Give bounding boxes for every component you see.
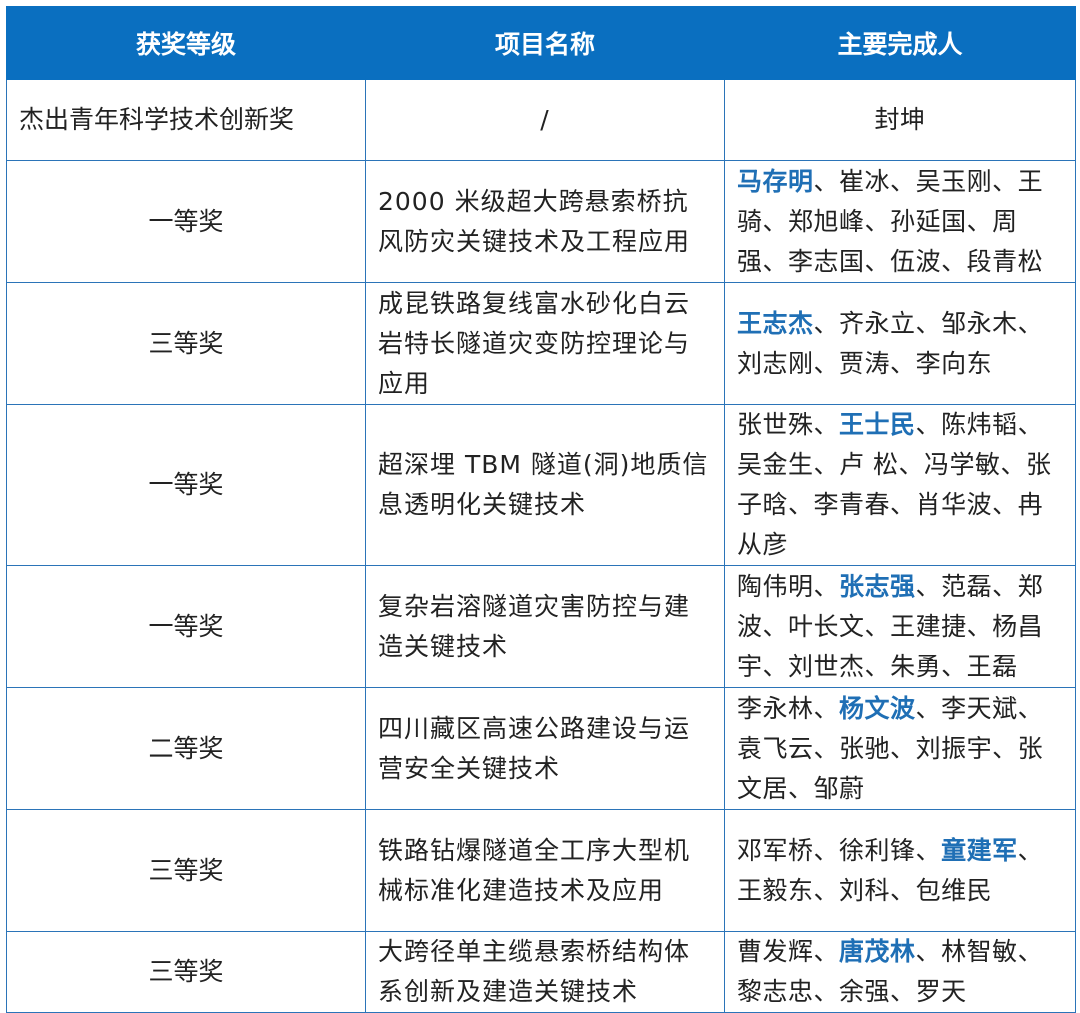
contributor: 封坤	[874, 105, 926, 134]
contributor: 冯学敏	[924, 450, 1001, 479]
contributor: 杨昌宇	[737, 611, 1044, 681]
table-row: 一等奖 复杂岩溶隧道灾害防控与建造关键技术 陶伟明、张志强、范磊、郑波、叶长文、王建…	[6, 565, 1076, 688]
project-name-cell: 四川藏区高速公路建设与运营安全关键技术	[365, 687, 725, 810]
contributor: 李青春	[813, 490, 891, 519]
table-row: 三等奖 成昆铁路复线富水砂化白云岩特长隧道灾变防控理论与应用 王志杰、齐永立、邹永木…	[6, 282, 1076, 405]
header-main-contributors: 主要完成人	[724, 6, 1076, 80]
header-project-name: 项目名称	[365, 6, 725, 80]
contributor: 范磊	[941, 571, 993, 601]
contributor: 郑波	[737, 571, 1044, 641]
table-row: 二等奖 四川藏区高速公路建设与运营安全关键技术 李永林、杨文波、李天斌、袁飞云、张驰…	[6, 687, 1076, 810]
contributor: 冉从彦	[737, 490, 1044, 559]
contributor: 黎志忠	[737, 977, 814, 1006]
award-level-cell: 杰出青年科学技术创新奖	[6, 79, 366, 161]
contributor: 段青松	[966, 246, 1044, 276]
contributor: 王磊	[966, 651, 1018, 681]
project-name-cell: 超深埋 TBM 隧道(洞)地质信息透明化关键技术	[365, 404, 725, 566]
header-row: 获奖等级 项目名称 主要完成人	[6, 6, 1076, 80]
contributor: 包维民	[915, 875, 993, 905]
contributor: 张世殊	[737, 410, 814, 439]
contributor: 曹发辉	[737, 937, 814, 966]
contributor: 贾涛	[839, 348, 891, 378]
award-level-cell: 一等奖	[6, 404, 366, 566]
contributors-cell: 王志杰、齐永立、邹永木、刘志刚、贾涛、李向东	[724, 282, 1076, 405]
award-level-cell: 一等奖	[6, 565, 366, 688]
award-level-cell: 三等奖	[6, 282, 366, 405]
contributors-cell: 陶伟明、张志强、范磊、郑波、叶长文、王建捷、杨昌宇、刘世杰、朱勇、王磊	[724, 565, 1076, 688]
contributor: 张驰	[839, 733, 891, 763]
contributor: 伍波	[890, 246, 942, 276]
contributor: 李天斌	[941, 693, 1018, 723]
contributor: 罗天	[915, 977, 967, 1006]
highlighted-contributor: 杨文波	[839, 693, 916, 723]
contributor: 肖华波	[915, 490, 993, 519]
contributor: 李向东	[915, 348, 993, 378]
contributor: 刘世杰	[788, 651, 865, 681]
table-row: 一等奖 2000 米级超大跨悬索桥抗风防灾关键技术及工程应用 马存明、崔冰、吴玉刚、…	[6, 160, 1076, 283]
contributor: 齐永立	[839, 308, 916, 338]
contributors-cell: 张世殊、王士民、陈炜韬、吴金生、卢 松、冯学敏、张子晗、李青春、肖华波、冉从彦	[724, 404, 1076, 566]
contributor: 陶伟明	[737, 571, 814, 601]
project-name-cell: 复杂岩溶隧道灾害防控与建造关键技术	[365, 565, 725, 688]
project-name-cell: /	[365, 79, 725, 161]
highlighted-contributor: 张志强	[839, 571, 916, 601]
contributor: 卢 松	[839, 450, 899, 479]
contributor: 崔冰	[839, 166, 891, 196]
contributor: 余强	[839, 977, 891, 1006]
award-level-cell: 二等奖	[6, 687, 366, 810]
award-level-cell: 一等奖	[6, 160, 366, 283]
award-level-cell: 三等奖	[6, 809, 366, 932]
contributor: 刘志刚	[737, 348, 814, 378]
contributor: 陈炜韬	[941, 410, 1018, 439]
project-name-cell: 铁路钻爆隧道全工序大型机械标准化建造技术及应用	[365, 809, 725, 932]
project-name-cell: 2000 米级超大跨悬索桥抗风防灾关键技术及工程应用	[365, 160, 725, 283]
contributor: 袁飞云	[737, 733, 814, 763]
contributor: 孙延国	[890, 206, 967, 236]
award-level-cell: 三等奖	[6, 931, 366, 1013]
contributor: 吴金生	[737, 450, 814, 479]
contributor: 李永林	[737, 693, 814, 723]
contributor: 徐利锋	[839, 835, 916, 865]
project-name-cell: 大跨径单主缆悬索桥结构体系创新及建造关键技术	[365, 931, 725, 1013]
contributor: 刘振宇	[915, 733, 993, 763]
contributors-cell: 李永林、杨文波、李天斌、袁飞云、张驰、刘振宇、张文居、邹蔚	[724, 687, 1076, 810]
highlighted-contributor: 王志杰	[737, 308, 814, 338]
contributor: 邹蔚	[813, 773, 865, 803]
contributors-cell: 封坤	[724, 79, 1076, 161]
awards-table: 获奖等级 项目名称 主要完成人 杰出青年科学技术创新奖 / 封坤 一等奖 2000 米级…	[6, 6, 1076, 1013]
contributor: 叶长文	[788, 611, 865, 641]
contributor: 周强	[737, 206, 1018, 276]
contributor: 王骑	[737, 166, 1044, 236]
contributors-cell: 邓军桥、徐利锋、童建军、王毅东、刘科、包维民	[724, 809, 1076, 932]
highlighted-contributor: 唐茂林	[839, 937, 916, 966]
contributor: 张子晗	[737, 450, 1052, 519]
table-row: 三等奖 铁路钻爆隧道全工序大型机械标准化建造技术及应用 邓军桥、徐利锋、童建军、王毅…	[6, 809, 1076, 932]
highlighted-contributor: 王士民	[839, 410, 916, 439]
contributor: 刘科	[839, 875, 891, 905]
contributor: 吴玉刚	[915, 166, 993, 196]
contributor: 王毅东	[737, 875, 814, 905]
contributors-cell: 曹发辉、唐茂林、林智敏、黎志忠、余强、罗天	[724, 931, 1076, 1013]
contributor: 朱勇	[890, 651, 942, 681]
contributor: 王建捷	[890, 611, 967, 641]
highlighted-contributor: 马存明	[737, 166, 814, 196]
table-row: 杰出青年科学技术创新奖 / 封坤	[6, 79, 1076, 161]
table-body: 杰出青年科学技术创新奖 / 封坤 一等奖 2000 米级超大跨悬索桥抗风防灾关键技术及工…	[6, 79, 1076, 1013]
project-name-cell: 成昆铁路复线富水砂化白云岩特长隧道灾变防控理论与应用	[365, 282, 725, 405]
contributor: 林智敏	[941, 937, 1018, 966]
table-row: 三等奖 大跨径单主缆悬索桥结构体系创新及建造关键技术 曹发辉、唐茂林、林智敏、黎志忠…	[6, 931, 1076, 1013]
contributor: 张文居	[737, 733, 1044, 803]
table-row: 一等奖 超深埋 TBM 隧道(洞)地质信息透明化关键技术 张世殊、王士民、陈炜韬、吴…	[6, 404, 1076, 566]
contributor: 邓军桥	[737, 835, 814, 865]
contributor: 郑旭峰	[788, 206, 865, 236]
contributor: 李志国	[788, 246, 865, 276]
highlighted-contributor: 童建军	[941, 835, 1018, 865]
contributor: 邹永木	[941, 308, 1018, 338]
header-award-level: 获奖等级	[6, 6, 366, 80]
contributors-cell: 马存明、崔冰、吴玉刚、王骑、郑旭峰、孙延国、周强、李志国、伍波、段青松	[724, 160, 1076, 283]
